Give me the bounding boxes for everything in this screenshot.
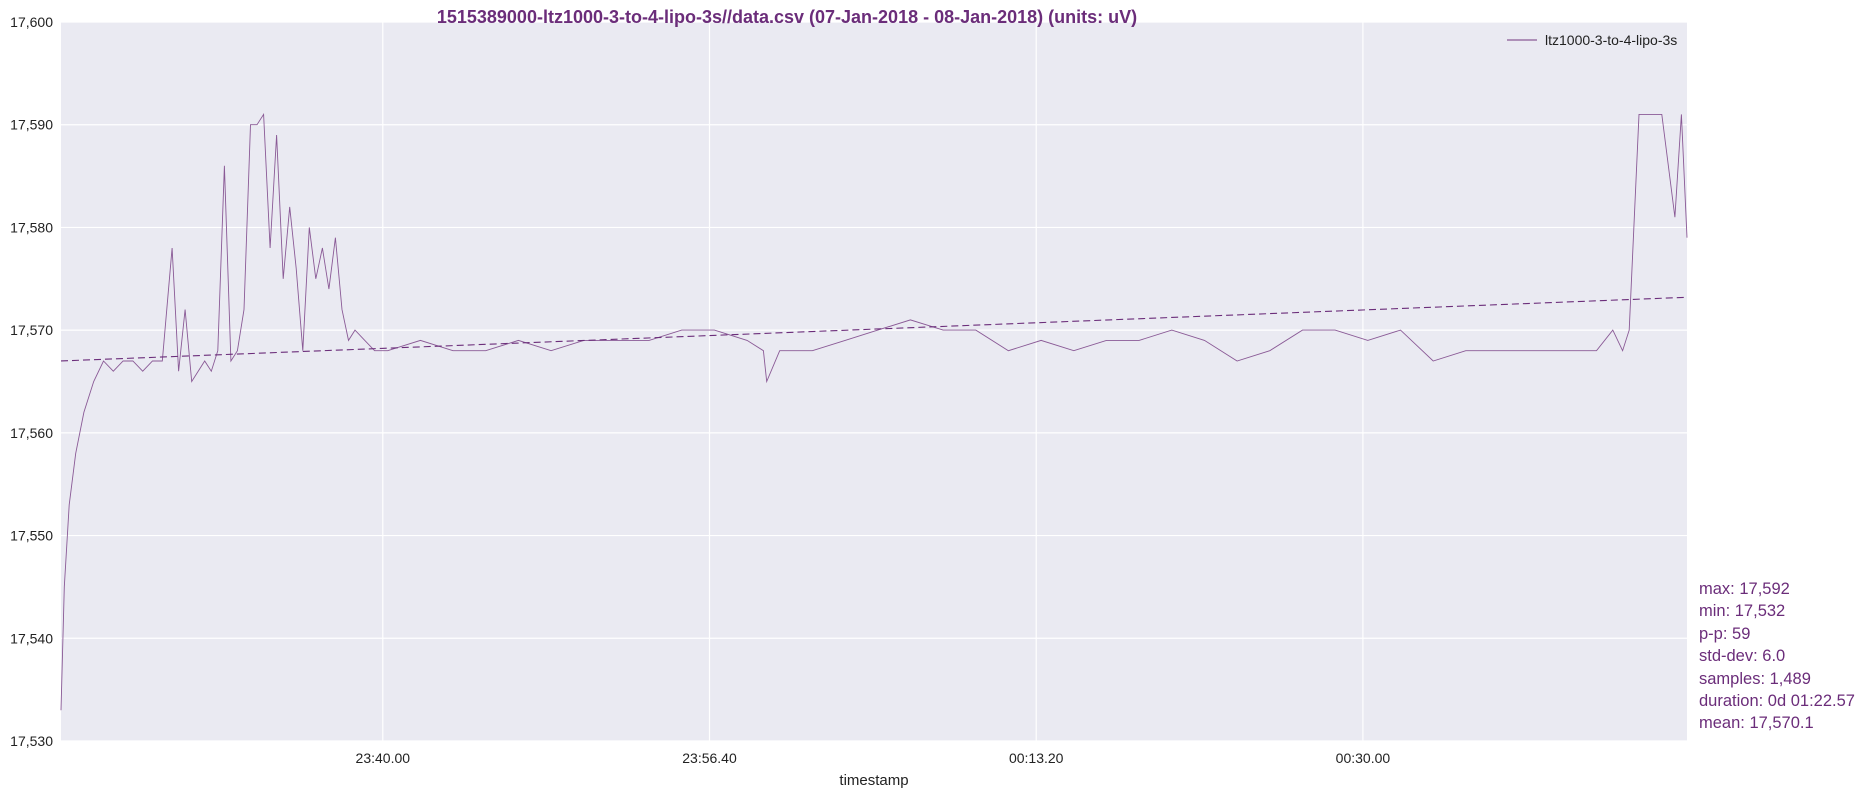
x-tick-label: 00:30.00 — [1336, 750, 1391, 766]
y-axis-ticks: 17,530 17,540 17,550 17,560 17,570 17,580 17,5… — [10, 14, 53, 749]
stats-line: duration: 0d 01:22.57 — [1699, 692, 1855, 711]
plot-background — [61, 22, 1687, 741]
y-tick-label: 17,540 — [10, 630, 53, 646]
x-tick-label: 23:40.00 — [356, 750, 411, 766]
chart-title: 1515389000-ltz1000-3-to-4-lipo-3s//data.… — [437, 7, 1137, 27]
stats-line: samples: 1,489 — [1699, 669, 1811, 688]
legend-label: ltz1000-3-to-4-lipo-3s — [1545, 32, 1677, 48]
y-tick-label: 17,600 — [10, 14, 53, 30]
stats-line: min: 17,532 — [1699, 602, 1786, 621]
y-tick-label: 17,550 — [10, 528, 53, 544]
y-tick-label: 17,530 — [10, 733, 53, 749]
stats-panel: max: 17,592 min: 17,532 p-p: 59 std-dev: 6.… — [1699, 578, 1855, 735]
trend-line — [60, 296, 1688, 362]
grid-lines — [61, 21, 1687, 742]
x-tick-label: 23:56.40 — [682, 750, 737, 766]
legend: ltz1000-3-to-4-lipo-3s — [1507, 32, 1677, 48]
y-tick-label: 17,560 — [10, 425, 53, 441]
y-tick-label: 17,590 — [10, 117, 53, 133]
stats-line: p-p: 59 — [1699, 624, 1751, 643]
stats-line: max: 17,592 — [1699, 580, 1790, 598]
y-tick-label: 17,570 — [10, 322, 53, 338]
stats-line: mean: 17,570.1 — [1699, 714, 1814, 733]
stats-line: std-dev: 6.0 — [1699, 647, 1786, 666]
x-axis-label: timestamp — [839, 772, 908, 789]
y-tick-label: 17,580 — [10, 219, 53, 235]
series-line — [60, 112, 1688, 711]
x-tick-label: 00:13.20 — [1009, 750, 1064, 766]
x-axis-ticks: 23:40.00 23:56.40 00:13.20 00:30.00 — [356, 750, 1391, 766]
